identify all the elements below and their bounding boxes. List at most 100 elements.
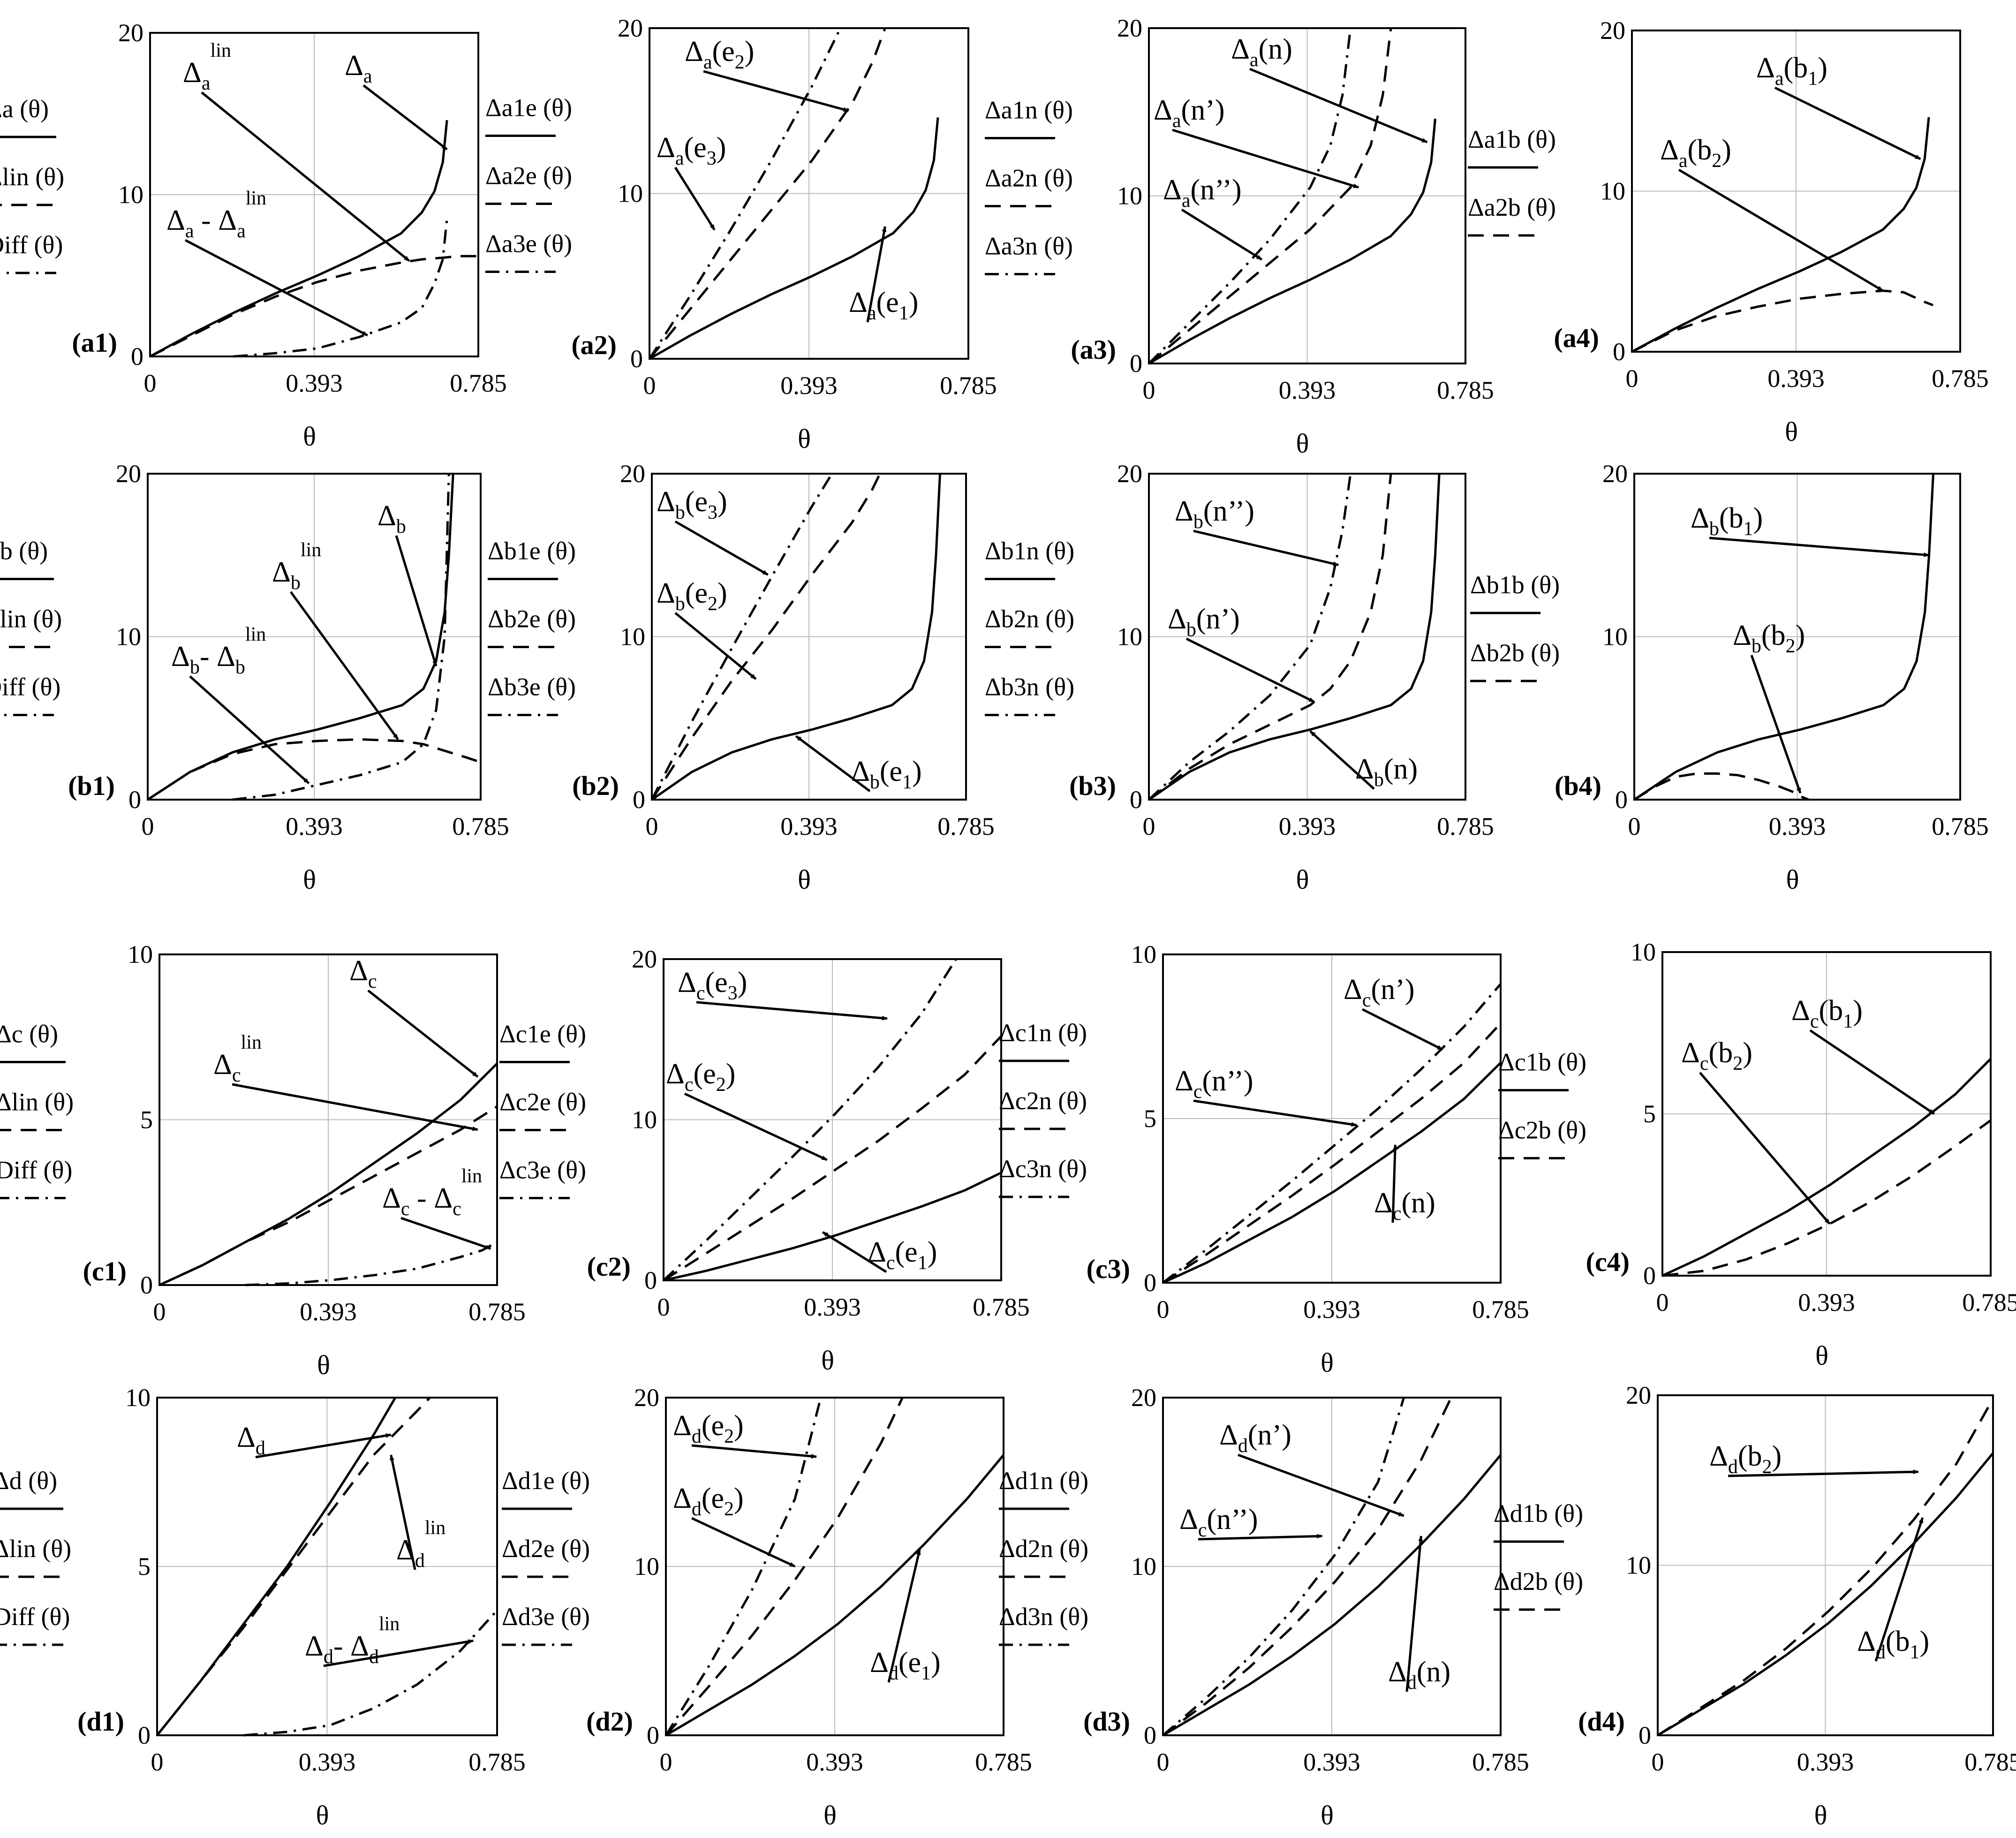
- annotation-subscript: c: [1193, 1081, 1202, 1103]
- y-tick-label: 10: [1600, 177, 1625, 205]
- x-tick-label: 0.393: [300, 1298, 357, 1326]
- x-axis-label: θ: [1814, 1800, 1827, 1830]
- curve-annotation: Δclin: [213, 1032, 262, 1086]
- x-tick-label: 0: [1143, 376, 1155, 404]
- annotation-subscript: d: [692, 1498, 702, 1520]
- annotation-subscript: a: [185, 220, 194, 242]
- chart-panel: 0 0.393 0.785 0 10 20 θ (b1) Δb (θ) Δlin (θ) Diff …: [0, 460, 509, 895]
- annotation-subscript: c: [453, 1198, 461, 1220]
- annotation-argument: (e: [705, 967, 728, 998]
- x-axis-label: θ: [798, 864, 811, 895]
- annotation-arrow: [189, 675, 310, 785]
- annotation-argument: (n’): [1371, 974, 1415, 1006]
- annotation-symbol: Δ: [1388, 1656, 1407, 1688]
- legend-entry-label: Δa1n (θ): [985, 96, 1073, 124]
- series-line: [1657, 1452, 1994, 1737]
- series-line: [664, 1397, 822, 1736]
- legend-entry-label: Δa1e (θ): [485, 94, 572, 122]
- curve-annotation: Δa - Δalin: [166, 188, 266, 242]
- annotation-argument-subscript: 2: [1733, 1053, 1743, 1074]
- annotation-operator: -: [200, 641, 217, 673]
- x-axis-label: θ: [1321, 1800, 1334, 1830]
- annotation-symbol: Δ: [1791, 995, 1810, 1027]
- series-line: [665, 1397, 904, 1736]
- annotation-symbol: Δ: [1175, 495, 1193, 527]
- y-tick-label: 10: [620, 623, 645, 651]
- annotation-superscript: lin: [211, 40, 231, 61]
- legend-entry-label: Diff (θ): [0, 1603, 70, 1631]
- panel-label: (a2): [571, 330, 617, 360]
- annotation-argument: (n’): [1196, 603, 1240, 635]
- annotation-symbol: Δ: [1660, 134, 1679, 166]
- x-axis-label: θ: [317, 1350, 330, 1380]
- x-tick-label: 0: [1157, 1748, 1170, 1776]
- x-axis-label: θ: [1785, 416, 1798, 447]
- curve-annotation: Δb(n): [1355, 753, 1418, 791]
- series-line: [1661, 1058, 1992, 1277]
- x-axis-label: θ: [316, 1800, 329, 1830]
- annotation-arrow: [1728, 1469, 1919, 1477]
- plot-frame: [156, 1397, 498, 1736]
- x-tick-label: 0.785: [975, 1748, 1032, 1776]
- series-line: [159, 1105, 498, 1286]
- x-tick-label: 0.785: [468, 1748, 526, 1776]
- annotation-arrow: [1809, 1029, 1935, 1115]
- annotation-symbol: Δ: [166, 204, 185, 236]
- y-tick-label: 20: [1117, 14, 1142, 42]
- curve-annotation: Δd(n’): [1219, 1419, 1291, 1457]
- series-line: [156, 1397, 431, 1736]
- annotation-symbol: Δ: [213, 1049, 232, 1081]
- y-tick-label: 5: [140, 1106, 153, 1134]
- panel-label: (d2): [586, 1706, 633, 1737]
- y-tick-label: 20: [632, 945, 657, 973]
- plot-frame: [1631, 30, 1961, 353]
- annotation-argument: (e: [899, 1647, 921, 1679]
- curve-annotation: Δc(n’): [1344, 974, 1414, 1011]
- chart-panel: 0 0.393 0.785 0 10 20 θ (d2) Δd1e (θ) Δd2e (θ) Δd3…: [502, 1384, 1032, 1830]
- annotation-superscript: lin: [425, 1517, 445, 1539]
- annotation-symbol: Δ: [657, 486, 675, 518]
- annotation-subscript: c: [1393, 1203, 1402, 1225]
- panel-label: (a4): [1554, 323, 1599, 353]
- annotation-subscript: b: [190, 657, 200, 678]
- annotation-argument-close: ): [912, 756, 922, 787]
- series-line: [147, 738, 481, 801]
- annotation-superscript: lin: [461, 1165, 482, 1187]
- y-tick-label: 10: [128, 940, 153, 968]
- annotation-subscript: d: [256, 1437, 265, 1459]
- legend-entry-label: Δb1b (θ): [1470, 571, 1560, 599]
- annotation-symbol: Δ: [1231, 33, 1250, 65]
- annotation-subscript: c: [1362, 990, 1371, 1011]
- series-line: [650, 473, 833, 801]
- chart-panel: 0 0.393 0.785 0 10 20 θ (d3) Δd1n (θ) Δd2n (θ) Δd3…: [999, 1384, 1529, 1830]
- annotation-subscript: d: [1876, 1641, 1886, 1663]
- x-tick-label: 0: [151, 1748, 164, 1776]
- x-tick-label: 0.785: [1472, 1295, 1529, 1324]
- annotation-subscript: b: [1193, 511, 1203, 533]
- panel-label: (d4): [1578, 1706, 1625, 1737]
- annotation-arrow: [255, 1433, 392, 1459]
- y-tick-label: 20: [1600, 16, 1625, 45]
- plot-frame: [159, 953, 498, 1286]
- annotation-argument-subscript: 1: [1910, 1641, 1920, 1663]
- legend-entry-label: Δd2e (θ): [502, 1535, 590, 1563]
- annotation-arrow: [1361, 1008, 1443, 1051]
- curve-annotation: Δb(e1): [851, 756, 922, 793]
- annotation-argument-close: ): [931, 1647, 941, 1679]
- x-tick-label: 0.785: [940, 371, 997, 400]
- curve-annotation: Δd(b2): [1709, 1440, 1782, 1478]
- curve-annotation: Δb- Δblin: [171, 624, 266, 678]
- legend-entry-label: Δb2n (θ): [985, 605, 1074, 633]
- y-tick-label: 0: [644, 1266, 657, 1294]
- plot-frame: [147, 473, 482, 801]
- series-line: [1148, 28, 1392, 364]
- x-tick-label: 0.393: [804, 1293, 861, 1321]
- annotation-argument: (b: [1709, 1037, 1733, 1069]
- y-tick-label: 0: [1130, 349, 1142, 378]
- annotation-subscript: d: [1728, 1456, 1738, 1478]
- annotation-subscript: c: [401, 1198, 410, 1220]
- annotation-argument: (n): [1384, 753, 1418, 785]
- x-tick-label: 0: [1157, 1295, 1170, 1324]
